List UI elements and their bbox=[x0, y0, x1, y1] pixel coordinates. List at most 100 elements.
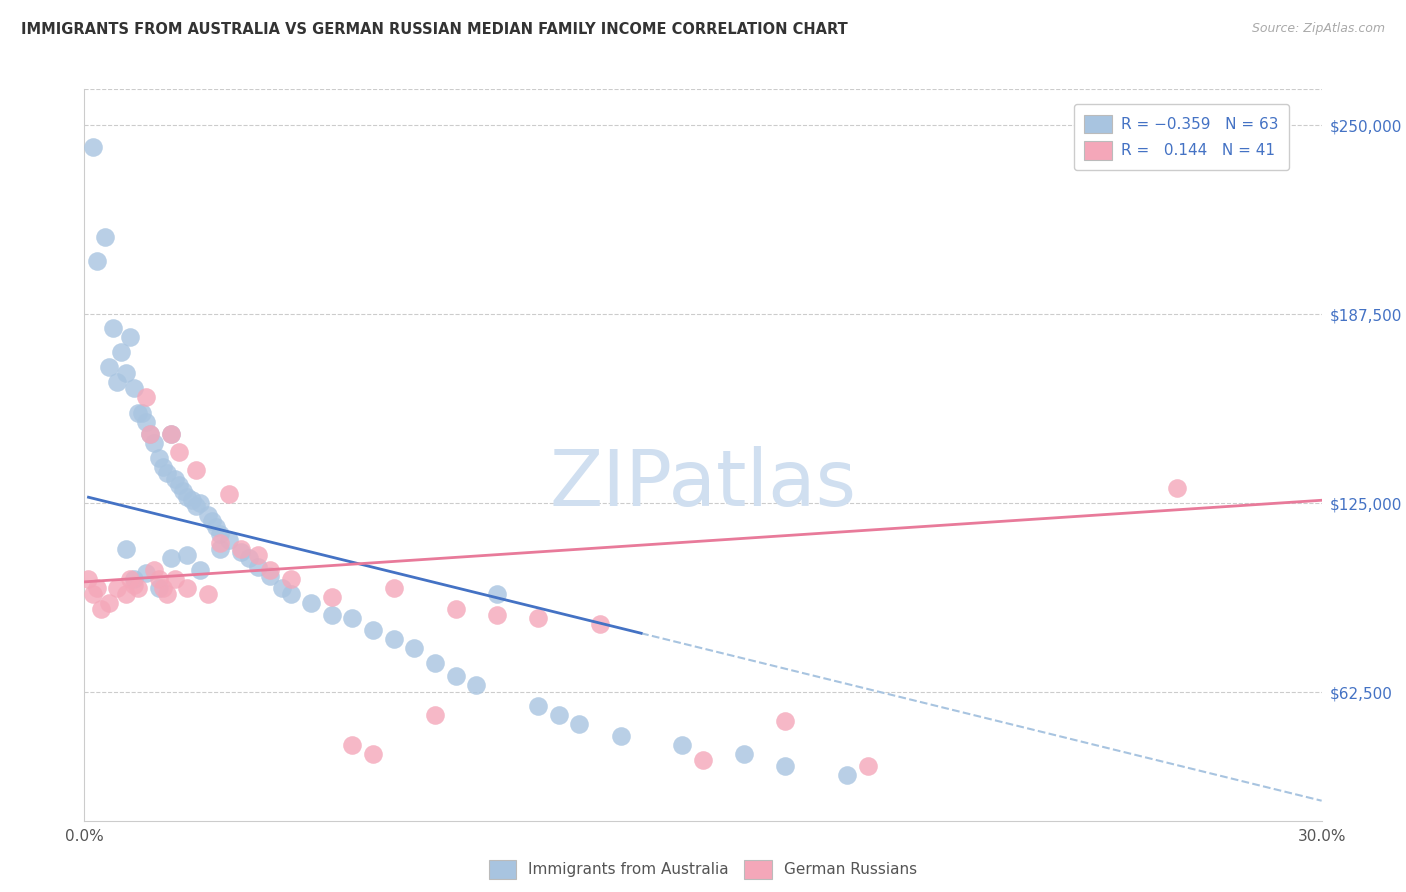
Point bbox=[444, 668, 467, 682]
Point bbox=[188, 563, 211, 577]
Point bbox=[122, 381, 145, 395]
Point bbox=[148, 581, 170, 595]
Point bbox=[404, 641, 426, 656]
Point bbox=[423, 657, 446, 671]
Point bbox=[167, 445, 190, 459]
Point bbox=[547, 707, 569, 722]
Point bbox=[86, 581, 108, 595]
Point bbox=[218, 533, 240, 547]
Point bbox=[197, 587, 219, 601]
Point bbox=[209, 535, 232, 549]
Point bbox=[444, 602, 467, 616]
Point bbox=[152, 460, 174, 475]
Point bbox=[127, 406, 149, 420]
Point bbox=[188, 496, 211, 510]
Point bbox=[139, 426, 162, 441]
Point bbox=[259, 563, 281, 577]
Point bbox=[205, 520, 228, 534]
Point bbox=[609, 729, 631, 743]
Point bbox=[184, 463, 207, 477]
Point bbox=[568, 717, 591, 731]
Point bbox=[361, 747, 384, 761]
Point bbox=[218, 487, 240, 501]
Point bbox=[775, 759, 797, 773]
Point bbox=[105, 581, 128, 595]
Point bbox=[299, 596, 322, 610]
Point bbox=[103, 321, 125, 335]
Point bbox=[423, 707, 446, 722]
Point bbox=[148, 450, 170, 465]
Legend: Immigrants from Australia, German Russians: Immigrants from Australia, German Russia… bbox=[481, 852, 925, 886]
Point bbox=[229, 544, 252, 558]
Point bbox=[733, 747, 755, 761]
Point bbox=[160, 426, 183, 441]
Point bbox=[148, 572, 170, 586]
Point bbox=[114, 367, 136, 381]
Point bbox=[152, 581, 174, 595]
Point bbox=[259, 569, 281, 583]
Point bbox=[160, 550, 183, 565]
Point bbox=[382, 632, 405, 647]
Point bbox=[692, 753, 714, 767]
Point bbox=[156, 466, 179, 480]
Point bbox=[90, 602, 112, 616]
Point bbox=[131, 406, 153, 420]
Point bbox=[122, 572, 145, 586]
Point bbox=[209, 541, 232, 556]
Point bbox=[110, 345, 132, 359]
Point bbox=[671, 738, 693, 752]
Point bbox=[94, 230, 117, 244]
Point bbox=[246, 548, 269, 562]
Point bbox=[165, 572, 187, 586]
Point bbox=[246, 559, 269, 574]
Point bbox=[143, 435, 166, 450]
Point bbox=[135, 566, 157, 580]
Point bbox=[280, 572, 302, 586]
Point bbox=[527, 611, 550, 625]
Point bbox=[280, 587, 302, 601]
Text: ZIPatlas: ZIPatlas bbox=[550, 446, 856, 522]
Point bbox=[172, 484, 194, 499]
Point bbox=[184, 500, 207, 514]
Point bbox=[238, 550, 260, 565]
Point bbox=[176, 548, 198, 562]
Point bbox=[465, 678, 488, 692]
Point bbox=[201, 515, 224, 529]
Point bbox=[321, 590, 343, 604]
Point bbox=[775, 714, 797, 728]
Point bbox=[176, 581, 198, 595]
Point bbox=[143, 563, 166, 577]
Point bbox=[485, 587, 508, 601]
Point bbox=[98, 596, 121, 610]
Point bbox=[589, 617, 612, 632]
Point bbox=[98, 360, 121, 375]
Point bbox=[165, 472, 187, 486]
Point bbox=[82, 139, 104, 153]
Point bbox=[118, 330, 141, 344]
Text: IMMIGRANTS FROM AUSTRALIA VS GERMAN RUSSIAN MEDIAN FAMILY INCOME CORRELATION CHA: IMMIGRANTS FROM AUSTRALIA VS GERMAN RUSS… bbox=[21, 22, 848, 37]
Point bbox=[1166, 481, 1188, 495]
Point bbox=[167, 478, 190, 492]
Point bbox=[127, 581, 149, 595]
Point bbox=[382, 581, 405, 595]
Point bbox=[135, 415, 157, 429]
Point bbox=[209, 526, 232, 541]
Point bbox=[86, 254, 108, 268]
Point bbox=[361, 624, 384, 638]
Point bbox=[156, 587, 179, 601]
Point bbox=[342, 738, 364, 752]
Point bbox=[82, 587, 104, 601]
Point bbox=[122, 578, 145, 592]
Point bbox=[118, 572, 141, 586]
Point bbox=[114, 541, 136, 556]
Point bbox=[342, 611, 364, 625]
Point bbox=[485, 608, 508, 623]
Point bbox=[114, 587, 136, 601]
Point bbox=[321, 608, 343, 623]
Text: Source: ZipAtlas.com: Source: ZipAtlas.com bbox=[1251, 22, 1385, 36]
Point bbox=[856, 759, 879, 773]
Point bbox=[271, 581, 294, 595]
Point bbox=[135, 391, 157, 405]
Point bbox=[837, 768, 859, 782]
Point bbox=[197, 508, 219, 523]
